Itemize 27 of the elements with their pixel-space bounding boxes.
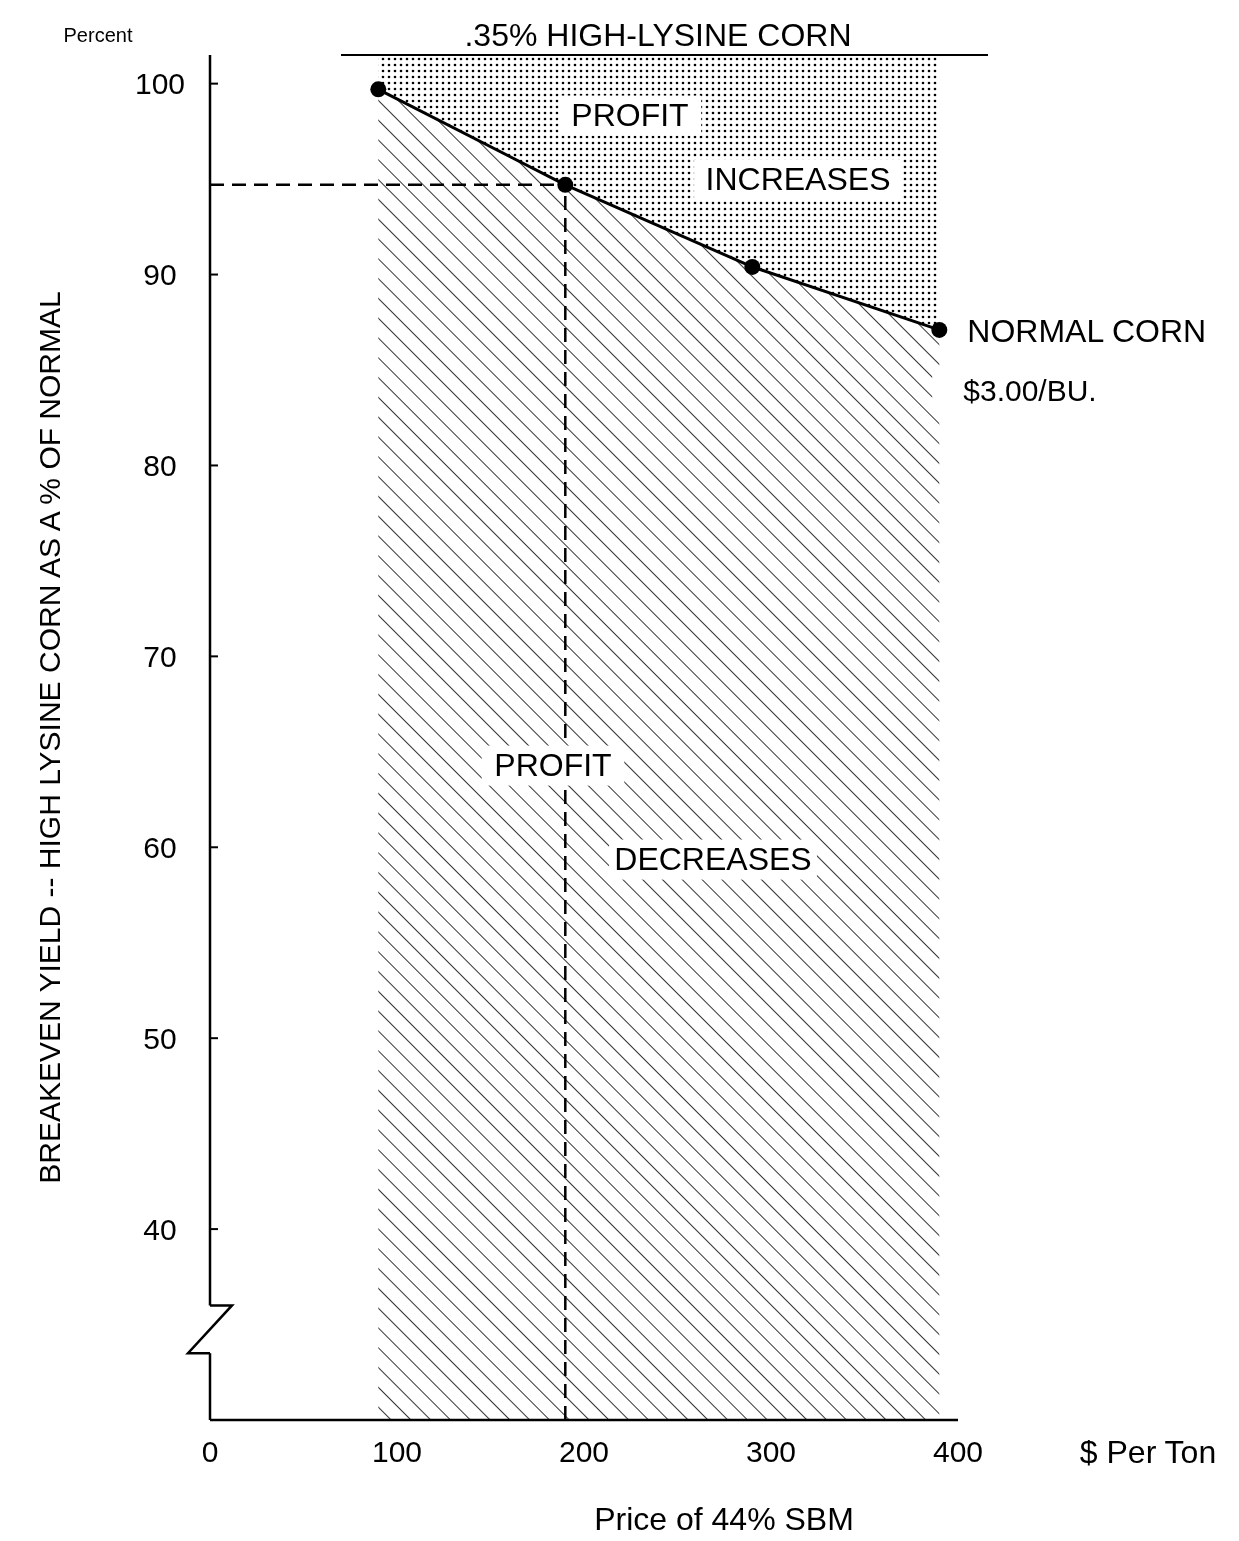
point xyxy=(557,176,574,193)
annotation: PROFIT xyxy=(494,747,612,783)
y-tick-label: 80 xyxy=(143,448,177,482)
y-tick-label: 70 xyxy=(143,639,177,673)
annotation: INCREASES xyxy=(705,161,891,197)
x-axis-title: Price of 44% SBM xyxy=(594,1501,854,1537)
point xyxy=(370,81,387,98)
x-tick-label: 200 xyxy=(558,1435,610,1468)
annotation: PROFIT xyxy=(571,97,689,133)
y-tick-label: 40 xyxy=(143,1212,177,1246)
x-tick-label: 300 xyxy=(745,1435,797,1468)
y-tick-label: 100 xyxy=(134,67,186,101)
y-tick-label: 60 xyxy=(143,830,177,864)
x-tick-label: 100 xyxy=(371,1435,423,1468)
chart-title: .35% HIGH-LYSINE CORN xyxy=(464,17,852,53)
x-tick-label: 400 xyxy=(932,1435,984,1468)
y-tick-label: 90 xyxy=(143,258,177,292)
series-label: NORMAL CORN xyxy=(967,312,1207,349)
point xyxy=(744,258,761,275)
text: Percent xyxy=(63,24,133,46)
text: $3.00/BU. xyxy=(963,374,1097,407)
point xyxy=(931,321,948,338)
y-tick-label: 50 xyxy=(143,1021,177,1055)
y-axis-title: BREAKEVEN YIELD -- HIGH LYSINE CORN AS A % OF NORMAL xyxy=(33,291,66,1184)
text: $ Per Ton xyxy=(1079,1434,1217,1470)
annotation: DECREASES xyxy=(614,841,812,877)
x-tick-label: 0 xyxy=(201,1435,219,1468)
